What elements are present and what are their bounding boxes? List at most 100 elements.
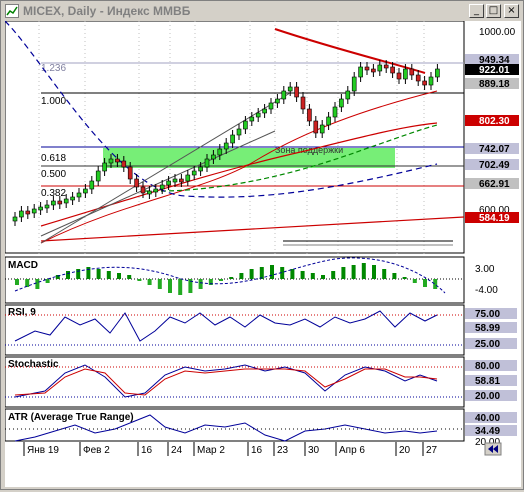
candle-up	[38, 206, 43, 211]
title-bar[interactable]: MICEX, Daily - Индекс ММВБ _ □ ×	[3, 3, 521, 19]
macd-bar	[168, 279, 172, 293]
macd-bar	[76, 269, 81, 279]
candle-down	[415, 74, 421, 82]
macd-bar	[86, 267, 91, 279]
macd-bar	[147, 279, 152, 285]
fibo-0382-label: 0.382	[41, 188, 66, 199]
candle-down	[115, 158, 120, 163]
macd-bar	[412, 279, 417, 283]
macd-bar	[127, 275, 132, 279]
macd-panel[interactable]: MACD 3.00 -4.00	[4, 256, 498, 304]
macd-bar	[239, 273, 244, 279]
macd-bar	[341, 267, 346, 279]
macd-level-neg4: -4.00	[475, 285, 498, 296]
candle-up	[243, 120, 248, 130]
macd-bar	[300, 271, 305, 279]
candle-up	[70, 196, 75, 201]
time-axis: Янв 19 Фев 2 16 24 Мар 2 16 23 30 Апр 6 20 27	[5, 442, 502, 456]
candle-up	[236, 128, 242, 136]
x-axis-label: Янв 19	[27, 445, 59, 456]
rsi-title: RSI, 9	[8, 307, 36, 318]
price-tag-bg	[465, 64, 519, 75]
candle-up	[255, 112, 261, 118]
stochastic-d-line	[14, 368, 438, 396]
rsi-level-75: 75.00	[475, 309, 500, 320]
chart-app-icon	[5, 4, 19, 18]
trend-line-red	[40, 216, 465, 242]
price-axis-label: 742.07	[479, 144, 510, 155]
price-panel[interactable]: Зона поддержки 1.236 1.000 0.618 0.500 0…	[4, 20, 465, 441]
candle-up	[249, 116, 255, 122]
candle-up	[51, 200, 56, 206]
candle-up	[326, 116, 331, 126]
candle-up	[102, 162, 107, 172]
channel-line	[40, 92, 291, 244]
candle-up	[185, 174, 191, 182]
candle-up	[262, 108, 267, 114]
minimize-button[interactable]: _	[469, 4, 484, 18]
macd-level-3: 3.00	[475, 264, 495, 275]
candle-up	[172, 178, 178, 183]
macd-bar	[188, 279, 193, 293]
candle-down	[364, 66, 370, 71]
candle-up	[198, 166, 203, 172]
macd-bar	[137, 279, 142, 281]
macd-bar	[351, 265, 356, 279]
fibo-1000-label: 1.000	[41, 96, 66, 107]
candle-down	[127, 166, 133, 180]
candle-up	[12, 216, 18, 222]
atr-level-40: 40.00	[475, 413, 500, 424]
macd-histogram	[15, 263, 438, 295]
atr-panel[interactable]: ATR (Average True Range) 40.00 34.49 20.…	[4, 408, 517, 448]
channel-line-lower	[40, 130, 276, 237]
fibo-0618-label: 0.618	[41, 153, 66, 164]
macd-bar	[35, 279, 40, 289]
price-axis-label: 584.19	[479, 213, 510, 224]
candle-up	[204, 158, 210, 168]
candle-up	[230, 134, 235, 144]
candle-up	[351, 76, 357, 92]
maximize-button[interactable]: □	[486, 4, 501, 18]
window-title: MICEX, Daily - Индекс ММВБ	[23, 4, 191, 18]
macd-bar	[208, 279, 213, 285]
atr-title: ATR (Average True Range)	[8, 412, 134, 423]
candle-down	[179, 178, 184, 183]
price-axis-label: 922.01	[479, 65, 510, 76]
macd-signal-line	[14, 257, 446, 294]
candle-up	[287, 86, 293, 92]
stochastic-panel[interactable]: Stochastic 80.00 58.81 20.00	[4, 356, 517, 408]
atr-line	[14, 414, 438, 442]
chart-canvas[interactable]: Зона поддержки 1.236 1.000 0.618 0.500 0…	[4, 20, 521, 487]
fibo-1236-label: 1.236	[41, 63, 66, 74]
macd-bar	[402, 277, 407, 279]
candles	[12, 60, 440, 226]
macd-bar	[382, 269, 387, 279]
candle-up	[358, 66, 363, 78]
macd-bar	[310, 273, 315, 279]
price-tag-bg	[465, 78, 519, 89]
candle-up	[268, 102, 274, 110]
candle-up	[435, 68, 440, 78]
stochastic-level-80: 80.00	[475, 361, 500, 372]
candle-down	[57, 200, 63, 205]
candle-down	[422, 80, 427, 86]
price-axis-label: 1000.00	[479, 27, 516, 38]
ma-red-short	[40, 90, 438, 244]
candle-up	[403, 68, 408, 80]
macd-bar	[423, 279, 427, 287]
price-tag-bg	[465, 54, 519, 65]
candle-up	[275, 98, 280, 104]
candle-up	[339, 98, 344, 108]
macd-bar	[219, 279, 223, 281]
macd-bar	[157, 279, 162, 289]
price-axis-label: 662.91	[479, 179, 510, 190]
macd-bar	[55, 275, 60, 279]
rsi-panel[interactable]: RSI, 9 75.00 58.99 25.00	[4, 304, 517, 356]
price-tag-bg	[465, 159, 519, 170]
candle-down	[409, 68, 415, 76]
candle-up	[428, 76, 434, 86]
close-button[interactable]: ×	[504, 4, 519, 18]
macd-bar	[321, 275, 325, 279]
